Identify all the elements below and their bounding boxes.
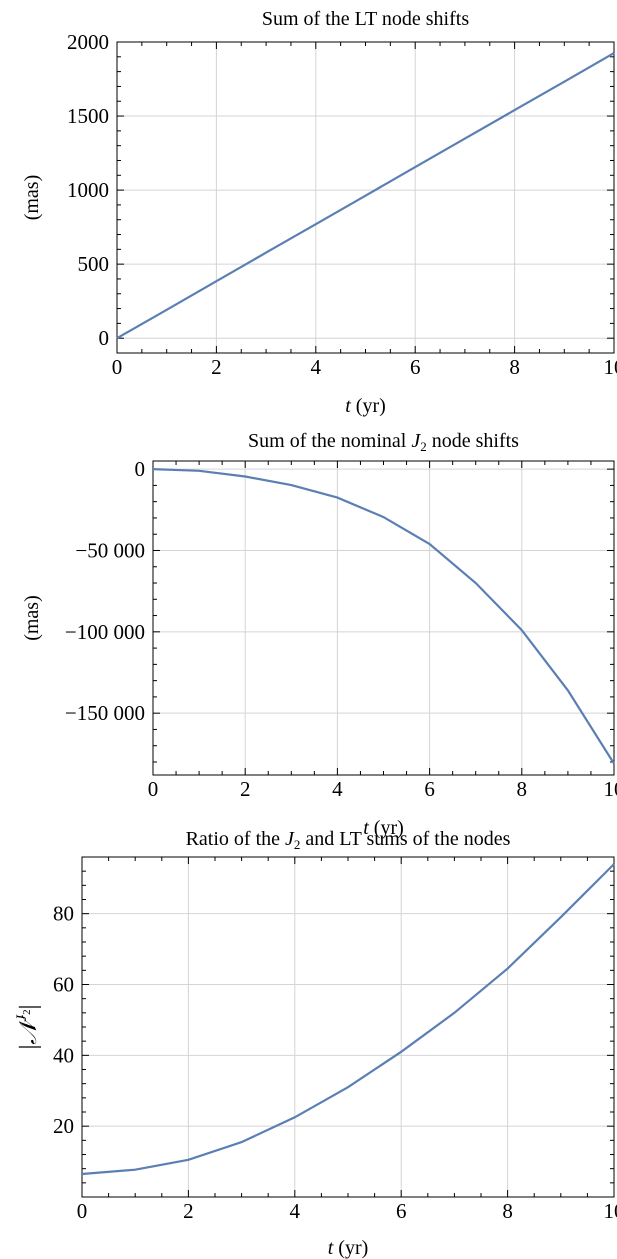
y-axis-label: (mas) bbox=[21, 595, 43, 641]
y-tick-label: 80 bbox=[53, 902, 74, 926]
x-axis-label: t (yr) bbox=[328, 1237, 369, 1259]
x-tick-label: 10 bbox=[604, 355, 617, 379]
x-tick-label: 2 bbox=[211, 355, 222, 379]
y-tick-label: 40 bbox=[53, 1043, 74, 1067]
y-tick-label: 0 bbox=[99, 326, 110, 350]
chart-1: 0 2 4 6 8 10 0 500 1000 1500 2000 Sum of the LT nod… bbox=[21, 8, 617, 417]
x-tick-label: 4 bbox=[311, 355, 322, 379]
y-tick-label: 1000 bbox=[67, 178, 109, 202]
plot-frame bbox=[81, 856, 615, 1198]
x-tick-label: 10 bbox=[604, 1199, 617, 1223]
chart-title: Ratio of the J2 and LT sums of the nodes bbox=[186, 828, 511, 852]
x-tick-label: 8 bbox=[517, 777, 528, 801]
x-tick-label: 4 bbox=[290, 1199, 301, 1223]
y-axis-label: (mas) bbox=[21, 175, 43, 221]
y-tick-label: 2000 bbox=[67, 30, 109, 54]
x-tick-label: 6 bbox=[410, 355, 421, 379]
chart-title: Sum of the LT node shifts bbox=[262, 8, 469, 30]
x-tick-label: 0 bbox=[148, 777, 159, 801]
y-tick-label: −50 000 bbox=[75, 538, 145, 562]
y-tick-label: 1500 bbox=[67, 104, 109, 128]
x-tick-label: 8 bbox=[509, 355, 520, 379]
x-axis-label: t (yr) bbox=[363, 817, 404, 839]
y-tick-label: −150 000 bbox=[65, 701, 145, 725]
series-line bbox=[81, 863, 615, 1176]
chart-3: 0 2 4 6 8 10 20 40 60 80 Ratio of the J2 and LT su… bbox=[14, 828, 617, 1259]
plot-frame bbox=[116, 41, 615, 354]
x-tick-label: 2 bbox=[240, 777, 251, 801]
x-axis-label: t (yr) bbox=[345, 395, 386, 417]
y-tick-label: −100 000 bbox=[65, 620, 145, 644]
y-tick-label: 500 bbox=[78, 252, 110, 276]
x-tick-label: 0 bbox=[77, 1199, 88, 1223]
x-tick-label: 10 bbox=[604, 777, 617, 801]
chart-title: Sum of the nominal J2 node shifts bbox=[248, 430, 519, 454]
series-line bbox=[116, 52, 615, 340]
y-tick-label: 0 bbox=[135, 457, 146, 481]
x-tick-label: 8 bbox=[502, 1199, 513, 1223]
plot-frame bbox=[152, 460, 615, 776]
x-tick-label: 0 bbox=[112, 355, 123, 379]
x-tick-label: 4 bbox=[332, 777, 343, 801]
series-line bbox=[152, 468, 615, 765]
x-tick-label: 6 bbox=[396, 1199, 407, 1223]
chart-2: 0 2 4 6 8 10 0 −50 000 −100 000 −150 000 Sum of th… bbox=[21, 430, 617, 839]
y-tick-label: 20 bbox=[53, 1114, 74, 1138]
y-axis-label: |𝒩J2| bbox=[14, 1005, 42, 1050]
x-tick-label: 2 bbox=[183, 1199, 194, 1223]
y-tick-label: 60 bbox=[53, 973, 74, 997]
x-tick-label: 6 bbox=[424, 777, 435, 801]
